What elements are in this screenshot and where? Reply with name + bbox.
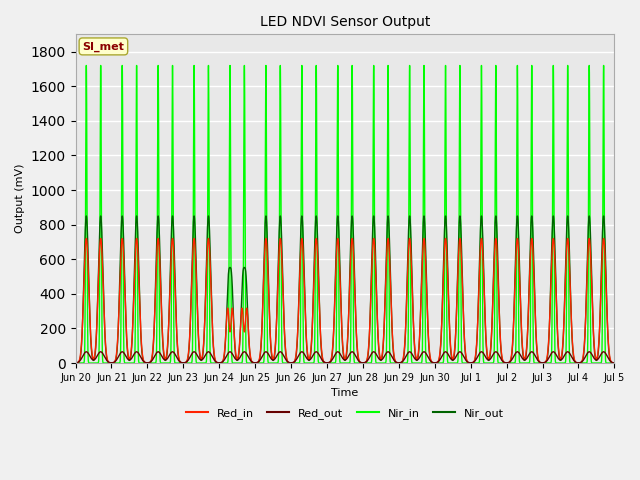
Line: Nir_out: Nir_out [76,216,614,363]
Red_out [89,357,97,363]
Red_out [201,353,209,359]
Nir_out [539,360,547,366]
Nir_in [72,360,79,366]
Nir_out [356,360,364,366]
Title: LED NDVI Sensor Output: LED NDVI Sensor Output [260,15,430,29]
Nir_in [190,100,198,106]
Red_in [356,360,364,365]
Legend: Red_in, Red_out, Nir_in, Nir_out: Red_in, Red_out, Nir_in, Nir_out [181,403,509,423]
Y-axis label: Output (mV): Output (mV) [15,164,25,233]
Nir_in [131,360,138,365]
Nir_out [72,360,79,366]
Red_in [201,314,209,320]
Nir_out [89,356,97,362]
Red_in [83,236,90,241]
Red_out [611,360,618,366]
Red_in [131,279,138,285]
Nir_in [83,62,90,68]
Red_in [611,360,618,366]
Red_out [72,360,79,366]
Red_out [356,360,364,365]
Nir_in [611,360,618,366]
Line: Nir_in: Nir_in [76,65,614,363]
Red_in [89,354,97,360]
Red_out [539,360,547,366]
Nir_out [190,215,198,220]
Red_in [190,237,198,242]
Red_in [72,360,79,366]
Nir_out [83,213,90,219]
Red_out [131,351,138,357]
Red_out [190,349,198,355]
Text: SI_met: SI_met [83,41,124,51]
Red_out [226,349,234,355]
Red_in [539,360,547,366]
Line: Red_in: Red_in [76,239,614,363]
Nir_in [539,360,547,366]
X-axis label: Time: Time [332,388,358,398]
Nir_out [611,360,618,366]
Nir_in [89,360,97,366]
Line: Red_out: Red_out [76,352,614,363]
Nir_out [201,313,209,319]
Nir_in [356,360,364,366]
Nir_out [131,271,138,276]
Nir_in [201,360,209,366]
